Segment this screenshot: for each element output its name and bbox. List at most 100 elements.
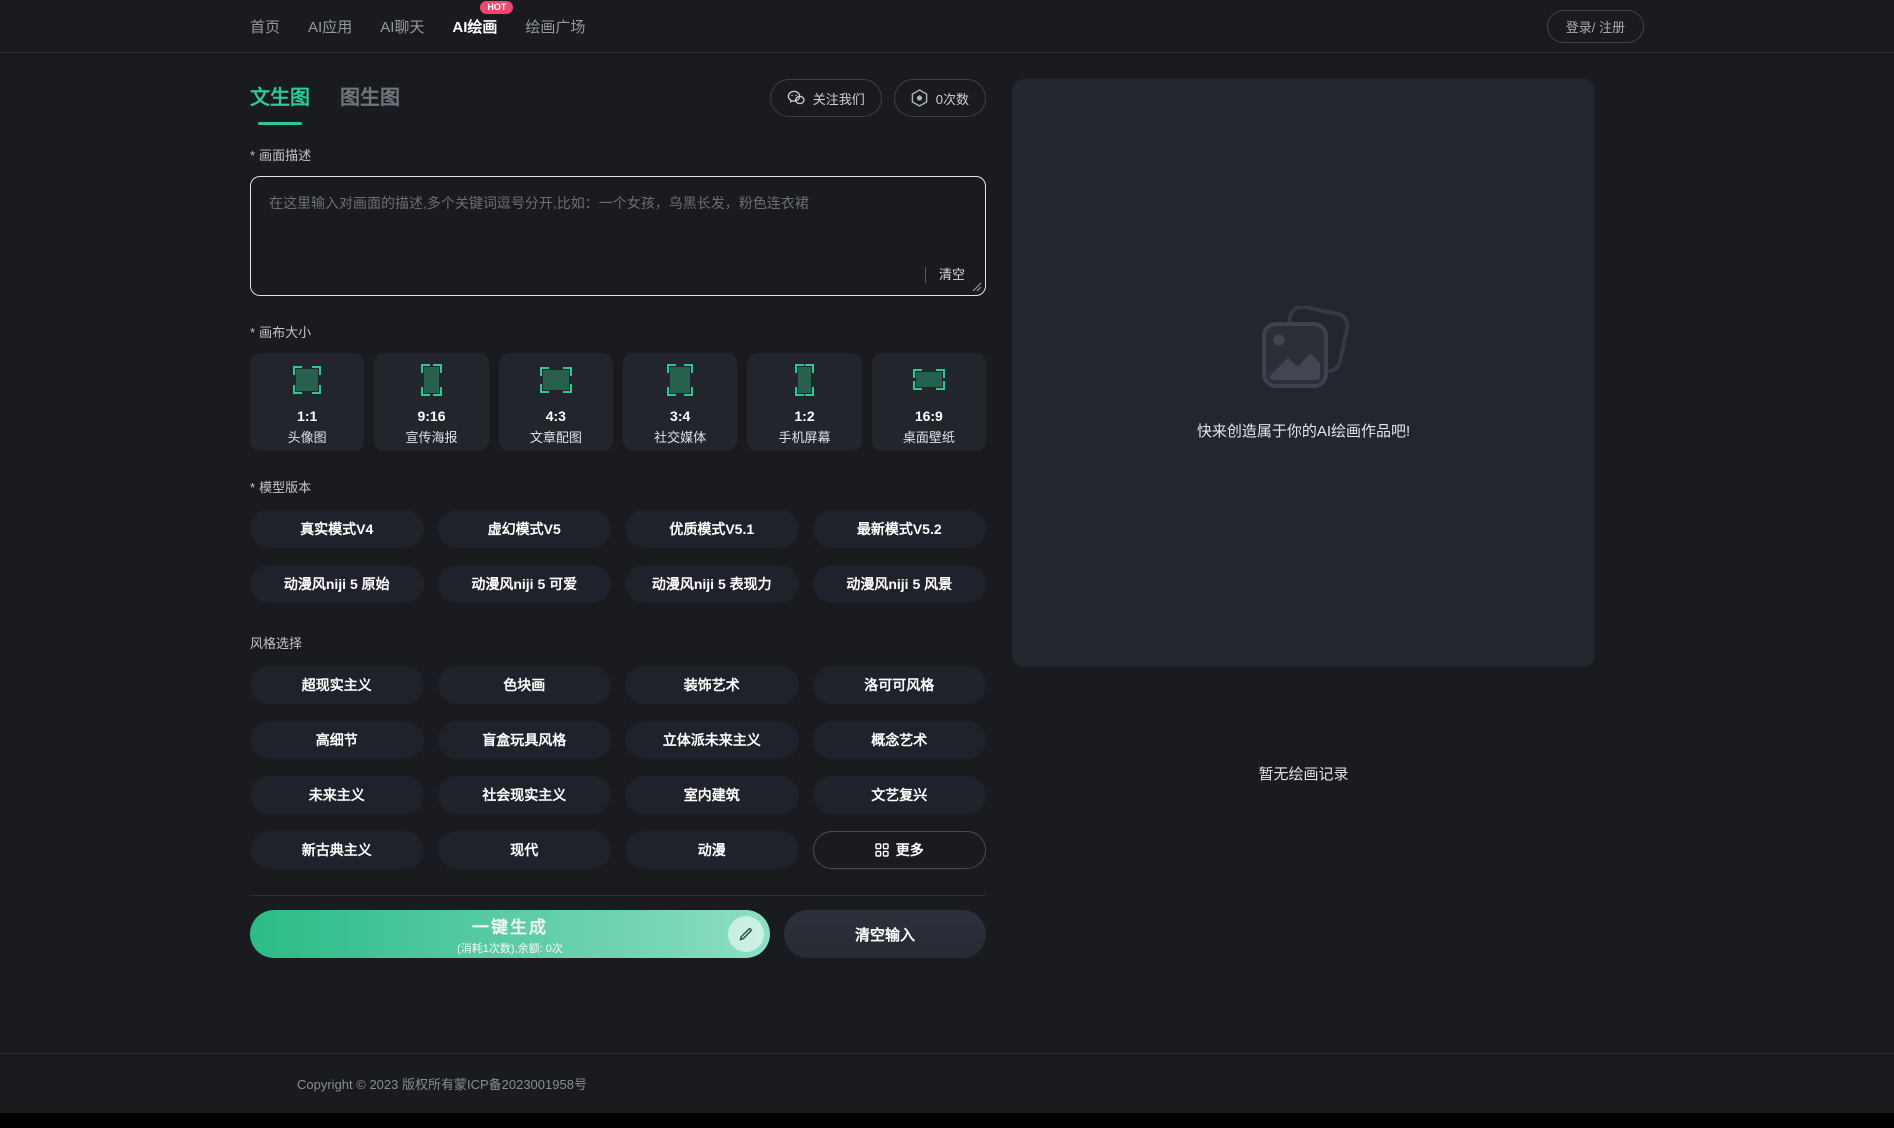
- resize-grip-icon[interactable]: [971, 281, 982, 292]
- model-option[interactable]: 动漫风niji 5 表现力: [625, 565, 799, 603]
- style-option[interactable]: 装饰艺术: [625, 666, 799, 704]
- tabs-row: 文生图 图生图 关注我们: [250, 79, 986, 127]
- nav-item[interactable]: AI应用: [308, 18, 353, 36]
- header: 首页 AI应用 AI聊天 AI绘画 HOT 绘画广场 登录/ 注册: [0, 0, 1894, 53]
- generator-form: 文生图 图生图 关注我们: [250, 79, 986, 958]
- aspect-ratio-icon: [293, 359, 322, 401]
- model-option[interactable]: 动漫风niji 5 风景: [812, 565, 986, 603]
- aspect-ratio-icon: [539, 359, 572, 401]
- generate-button-label: 一键生成: [472, 917, 548, 937]
- size-card[interactable]: 1:1 头像图: [250, 353, 365, 451]
- model-option[interactable]: 优质模式V5.1: [625, 510, 799, 548]
- aspect-ratio-icon: [912, 359, 945, 401]
- hot-badge: HOT: [480, 0, 514, 14]
- credits-icon: [911, 89, 928, 107]
- nav-item[interactable]: 绘画广场: [525, 18, 586, 36]
- size-ratio-label: 1:2: [794, 407, 815, 424]
- prompt-box: 清空: [250, 176, 986, 296]
- size-ratio-label: 9:16: [417, 407, 446, 424]
- image-placeholder-icon: [1261, 305, 1349, 388]
- size-card[interactable]: 4:3 文章配图: [498, 353, 613, 451]
- size-name-label: 文章配图: [529, 429, 582, 445]
- main-nav: 首页 AI应用 AI聊天 AI绘画 HOT 绘画广场: [250, 0, 586, 43]
- size-card[interactable]: 9:16 宣传海报: [374, 353, 489, 451]
- model-option[interactable]: 虚幻模式V5: [437, 510, 611, 548]
- follow-us-label: 关注我们: [812, 91, 865, 107]
- style-option[interactable]: 立体派未来主义: [625, 721, 799, 759]
- size-name-label: 头像图: [287, 429, 327, 445]
- size-ratio-label: 16:9: [914, 407, 943, 424]
- style-select-grid: 超现实主义 色块画 装饰艺术 洛可可风格高细节 盲盒玩具风格 立体派未来主义 概念艺术未来主…: [250, 666, 986, 869]
- tab[interactable]: 文生图: [250, 81, 310, 125]
- canvas-size-label: * 画布大小: [250, 325, 312, 340]
- size-name-label: 社交媒体: [654, 429, 707, 445]
- style-option[interactable]: 动漫: [625, 831, 799, 869]
- pencil-icon: [728, 916, 764, 952]
- aspect-ratio-icon: [667, 359, 694, 401]
- login-register-button[interactable]: 登录/ 注册: [1546, 9, 1644, 43]
- credits-button[interactable]: 0次数: [893, 79, 986, 117]
- size-ratio-label: 1:1: [297, 407, 318, 424]
- nav-item[interactable]: AI绘画 HOT: [452, 0, 514, 43]
- footer: Copyright © 2023 版权所有蒙ICP备2023001958号: [0, 1053, 1894, 1113]
- model-version-label: * 模型版本: [250, 480, 312, 495]
- size-card[interactable]: 1:2 手机屏幕: [747, 353, 862, 451]
- nav-item[interactable]: AI聊天: [380, 18, 425, 36]
- style-select-label: 风格选择: [250, 636, 303, 651]
- generate-button-subtext: (消耗1次数),余额: 0次: [457, 942, 563, 955]
- required-mark: *: [250, 148, 256, 163]
- style-option[interactable]: 盲盒玩具风格: [437, 721, 611, 759]
- size-name-label: 宣传海报: [405, 429, 458, 445]
- model-option[interactable]: 最新模式V5.2: [812, 510, 986, 548]
- prompt-input[interactable]: [251, 177, 985, 295]
- nav-item[interactable]: 首页: [250, 18, 281, 36]
- crop-frame-icon: [539, 366, 572, 393]
- required-mark: *: [250, 325, 256, 340]
- crop-frame-icon: [794, 363, 814, 396]
- model-option[interactable]: 动漫风niji 5 可爱: [437, 565, 611, 603]
- style-option[interactable]: 未来主义: [250, 776, 424, 814]
- tabs: 文生图 图生图: [250, 81, 400, 125]
- size-ratio-label: 4:3: [545, 407, 566, 424]
- required-mark: *: [250, 480, 256, 495]
- style-option[interactable]: 现代: [437, 831, 611, 869]
- credits-count-label: 0次数: [935, 91, 969, 107]
- model-option[interactable]: 动漫风niji 5 原始: [250, 565, 424, 603]
- style-option[interactable]: 色块画: [437, 666, 611, 704]
- style-more-label: 更多: [895, 842, 924, 858]
- size-ratio-label: 3:4: [670, 407, 691, 424]
- style-more-button[interactable]: 更多: [812, 831, 986, 869]
- size-card[interactable]: 16:9 桌面壁纸: [871, 353, 986, 451]
- aspect-ratio-icon: [420, 359, 442, 401]
- prompt-label: * 画面描述: [250, 148, 312, 163]
- toolbar: 关注我们 0次数: [769, 79, 986, 117]
- tab[interactable]: 图生图: [340, 87, 400, 109]
- crop-frame-icon: [420, 363, 442, 396]
- style-option[interactable]: 超现实主义: [250, 666, 424, 704]
- copyright-text: Copyright © 2023 版权所有蒙ICP备2023001958号: [297, 1077, 587, 1092]
- main-content: 文生图 图生图 关注我们: [0, 53, 1894, 1053]
- size-name-label: 手机屏幕: [778, 429, 831, 445]
- model-option[interactable]: 真实模式V4: [250, 510, 424, 548]
- size-name-label: 桌面壁纸: [902, 429, 955, 445]
- crop-frame-icon: [293, 365, 322, 394]
- style-option[interactable]: 室内建筑: [625, 776, 799, 814]
- style-option[interactable]: 新古典主义: [250, 831, 424, 869]
- preview-empty-text: 快来创造属于你的AI绘画作品吧!: [1196, 422, 1411, 440]
- style-option[interactable]: 文艺复兴: [812, 776, 986, 814]
- crop-frame-icon: [667, 363, 694, 396]
- style-option[interactable]: 社会现实主义: [437, 776, 611, 814]
- results-column: 快来创造属于你的AI绘画作品吧! 暂无绘画记录: [1012, 79, 1595, 784]
- crop-frame-icon: [912, 369, 945, 390]
- canvas-size-grid: 1:1 头像图 9:16 宣传海报 4:3 文章配图 3:4 社交媒体 1:2 手机屏幕 16:9 桌…: [250, 353, 986, 451]
- size-card[interactable]: 3:4 社交媒体: [623, 353, 738, 451]
- clear-input-button[interactable]: 清空输入: [784, 910, 986, 958]
- prompt-clear-button[interactable]: 清空: [924, 267, 965, 283]
- style-option[interactable]: 高细节: [250, 721, 424, 759]
- style-option[interactable]: 洛可可风格: [812, 666, 986, 704]
- generate-button[interactable]: 一键生成 (消耗1次数),余额: 0次: [250, 910, 770, 958]
- follow-us-button[interactable]: 关注我们: [769, 79, 882, 117]
- style-option[interactable]: 概念艺术: [812, 721, 986, 759]
- grid-more-icon: [875, 843, 889, 857]
- wechat-icon: [787, 90, 805, 105]
